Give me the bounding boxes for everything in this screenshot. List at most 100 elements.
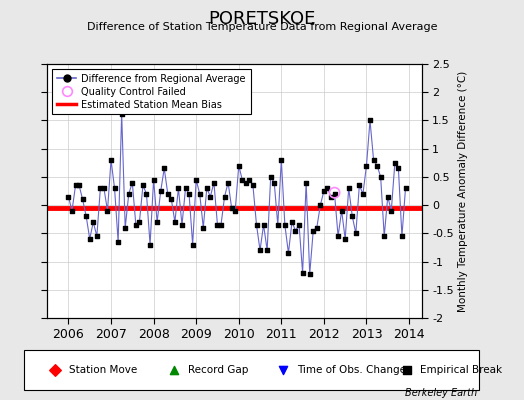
Point [279, 367, 288, 373]
Point [149, 176, 158, 183]
Point [189, 242, 197, 248]
Point [320, 188, 328, 194]
Point [75, 182, 83, 188]
Text: Berkeley Earth: Berkeley Earth [405, 388, 477, 398]
Point [103, 208, 112, 214]
Point [185, 191, 193, 197]
Point [274, 222, 282, 228]
Point [313, 224, 321, 231]
Point [263, 247, 271, 254]
FancyBboxPatch shape [24, 350, 479, 390]
Point [199, 224, 208, 231]
Point [359, 191, 367, 197]
Point [210, 179, 218, 186]
Point [68, 208, 76, 214]
Point [398, 233, 406, 239]
Point [192, 176, 200, 183]
Point [139, 182, 147, 188]
Point [323, 185, 332, 191]
Point [100, 185, 108, 191]
Point [117, 110, 126, 117]
Point [401, 185, 410, 191]
Point [143, 191, 151, 197]
Point [330, 190, 339, 196]
Point [341, 236, 350, 242]
Point [366, 117, 374, 124]
Y-axis label: Monthly Temperature Anomaly Difference (°C): Monthly Temperature Anomaly Difference (… [458, 70, 468, 312]
Point [256, 247, 264, 254]
Point [309, 227, 318, 234]
Point [402, 367, 411, 373]
Point [171, 219, 179, 225]
Point [270, 179, 278, 186]
Point [334, 233, 342, 239]
Point [132, 222, 140, 228]
Text: Empirical Break: Empirical Break [420, 365, 503, 375]
Point [221, 194, 229, 200]
Point [153, 219, 161, 225]
Point [330, 191, 339, 197]
Text: Difference of Station Temperature Data from Regional Average: Difference of Station Temperature Data f… [87, 22, 437, 32]
Point [245, 176, 254, 183]
Point [291, 227, 300, 234]
Text: Record Gap: Record Gap [188, 365, 248, 375]
Point [121, 224, 129, 231]
Legend: Difference from Regional Average, Quality Control Failed, Estimated Station Mean: Difference from Regional Average, Qualit… [52, 69, 250, 114]
Point [380, 233, 388, 239]
Point [160, 165, 168, 172]
Point [238, 176, 246, 183]
Point [284, 250, 292, 256]
Point [227, 205, 236, 211]
Point [355, 182, 364, 188]
Point [82, 213, 91, 220]
Point [362, 162, 370, 169]
Point [277, 157, 286, 163]
Point [51, 367, 60, 373]
Point [249, 182, 257, 188]
Point [337, 208, 346, 214]
Point [79, 196, 87, 203]
Point [299, 270, 307, 276]
Point [93, 233, 101, 239]
Point [288, 219, 296, 225]
Text: Station Move: Station Move [69, 365, 137, 375]
Point [96, 185, 105, 191]
Point [178, 222, 186, 228]
Point [352, 230, 360, 236]
Point [85, 236, 94, 242]
Point [376, 174, 385, 180]
Point [259, 222, 268, 228]
Point [231, 208, 239, 214]
Point [89, 219, 97, 225]
Text: Time of Obs. Change: Time of Obs. Change [297, 365, 406, 375]
Point [235, 162, 243, 169]
Point [369, 157, 378, 163]
Point [146, 242, 154, 248]
Point [305, 271, 314, 277]
Point [224, 179, 232, 186]
Point [203, 185, 211, 191]
Point [71, 182, 80, 188]
Point [217, 222, 225, 228]
Point [114, 238, 122, 245]
Point [344, 185, 353, 191]
Point [135, 219, 144, 225]
Point [128, 179, 136, 186]
Point [195, 191, 204, 197]
Point [181, 185, 190, 191]
Point [206, 194, 214, 200]
Point [167, 196, 176, 203]
Point [387, 208, 396, 214]
Point [373, 162, 381, 169]
Point [281, 222, 289, 228]
Point [302, 179, 310, 186]
Point [327, 194, 335, 200]
Point [163, 191, 172, 197]
Point [242, 179, 250, 186]
Point [213, 222, 222, 228]
Point [295, 222, 303, 228]
Point [107, 157, 115, 163]
Point [394, 165, 402, 172]
Point [111, 185, 119, 191]
Point [174, 185, 182, 191]
